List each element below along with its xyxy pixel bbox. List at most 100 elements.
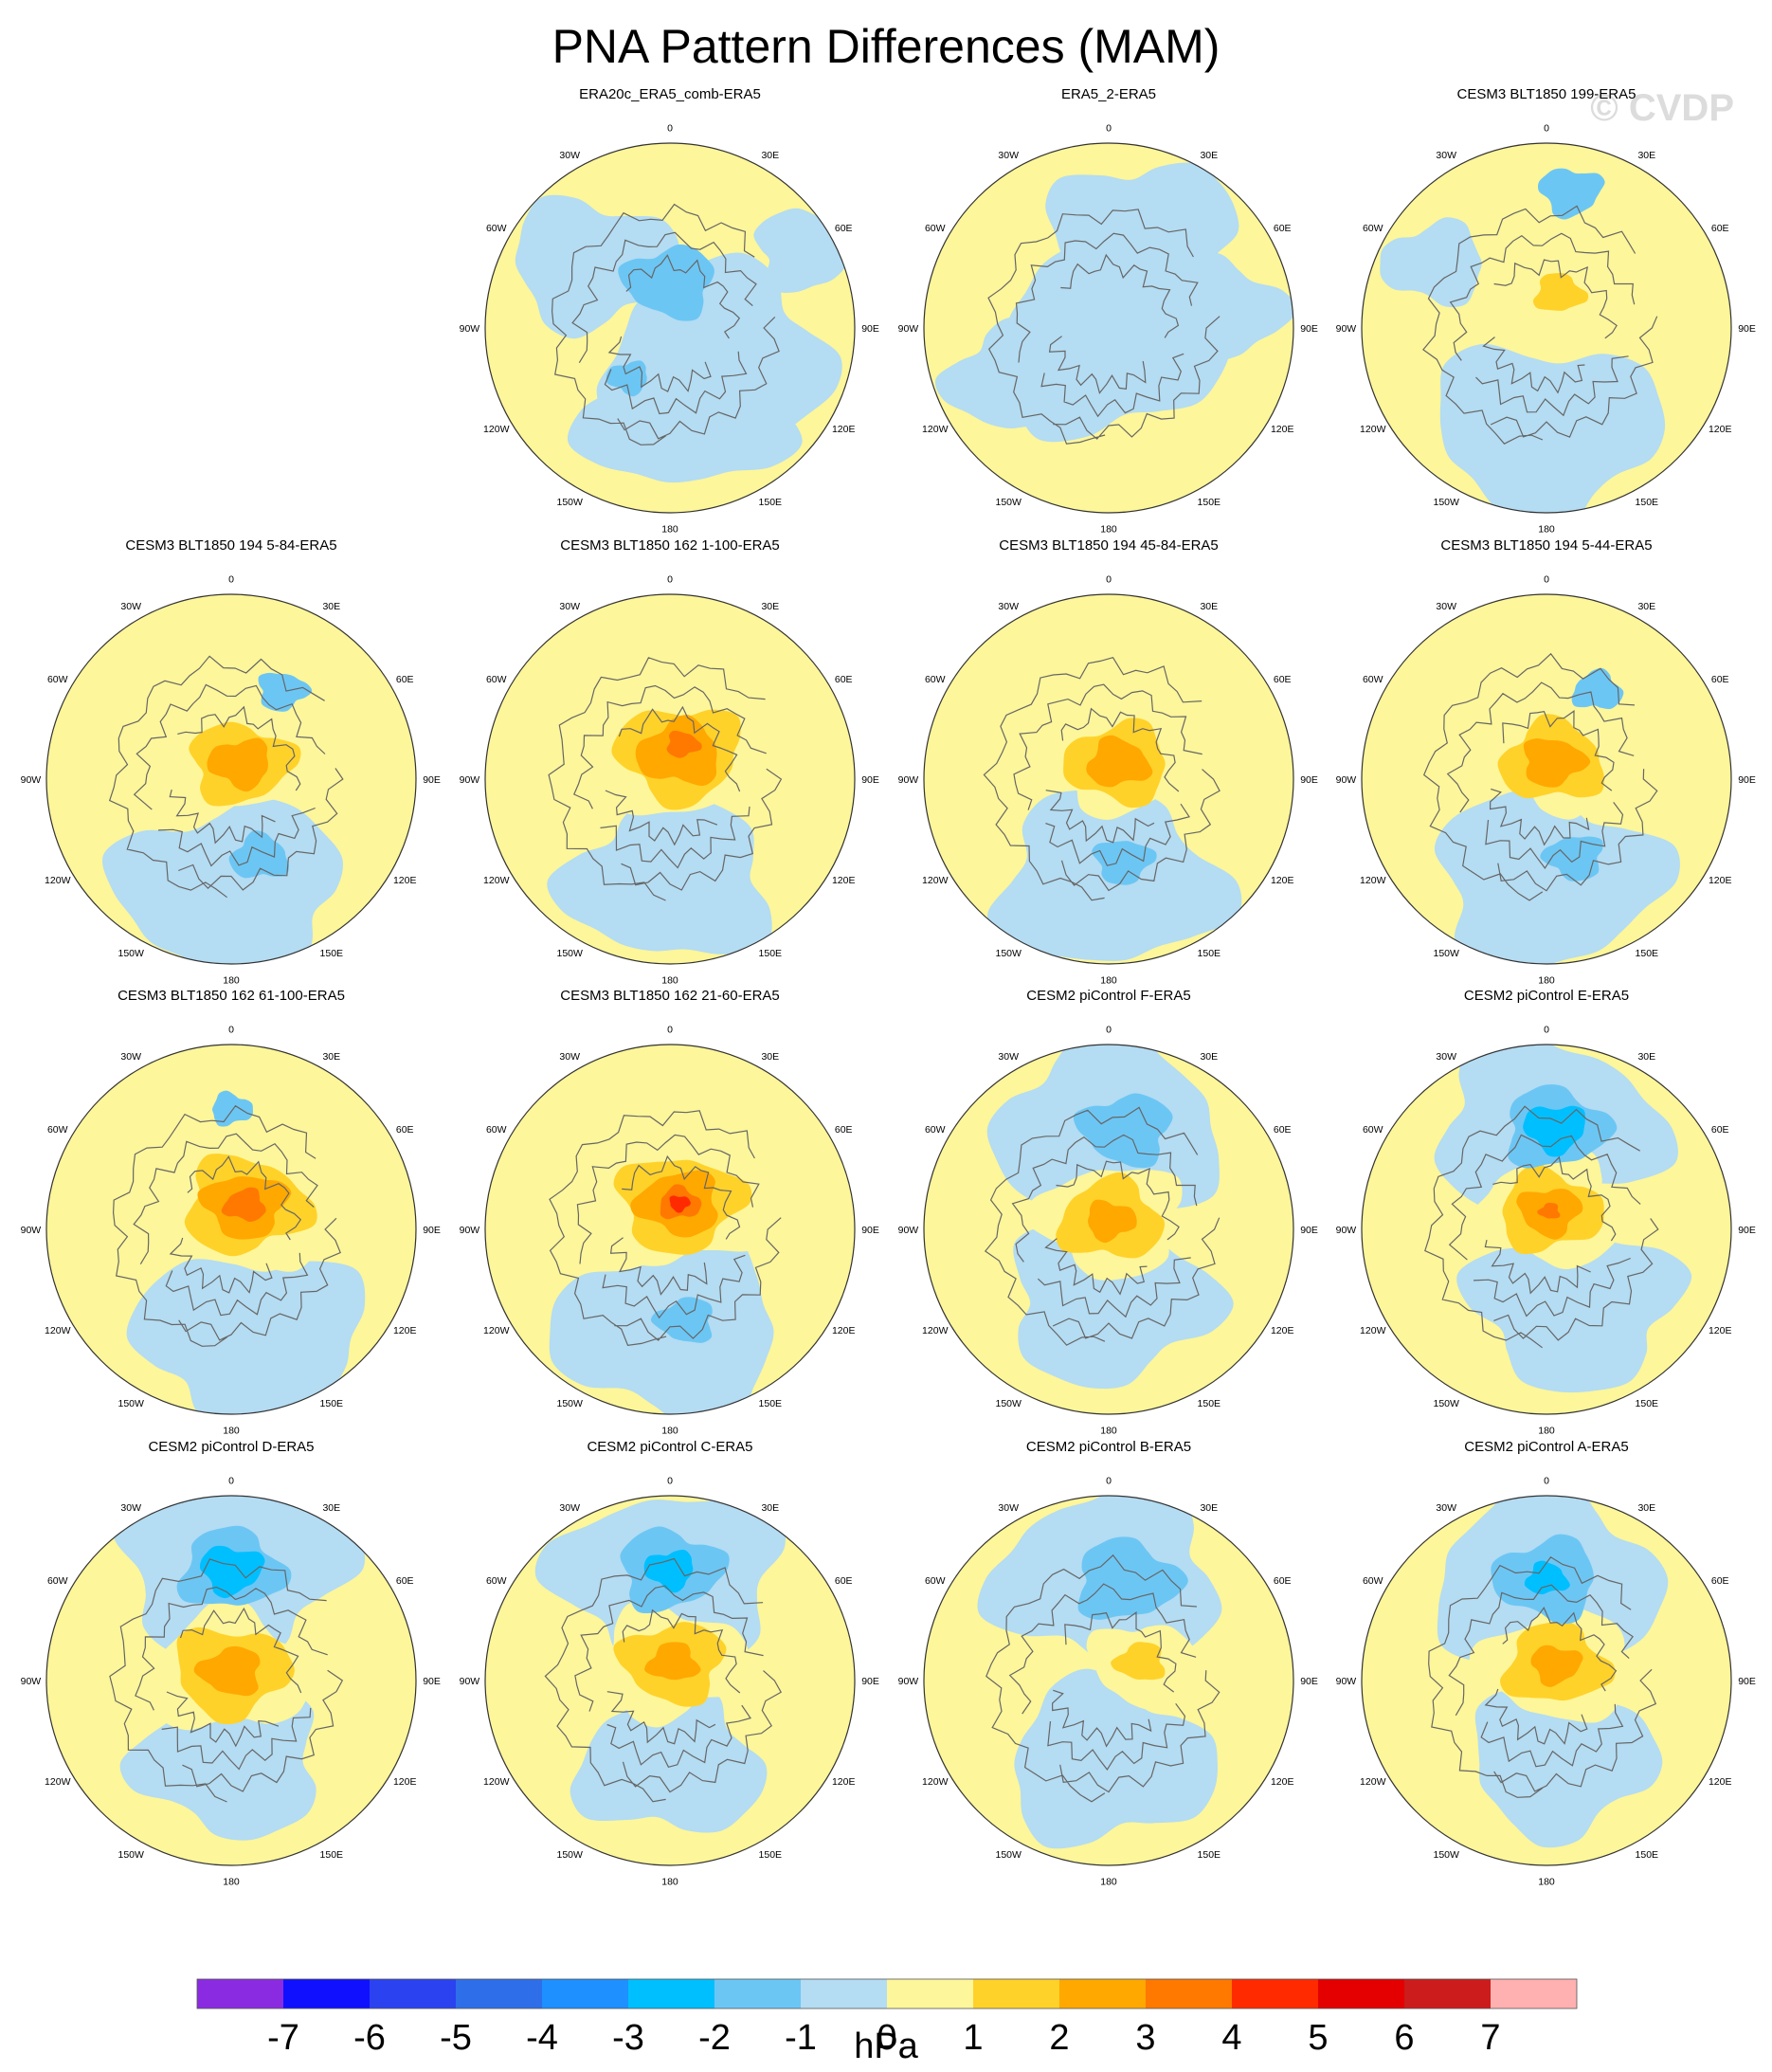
contour-region <box>1088 1199 1137 1244</box>
panel-title: CESM3 BLT1850 162 21-60-ERA5 <box>560 988 780 1004</box>
longitude-label: 120W <box>922 1776 949 1788</box>
longitude-label: 120W <box>1360 1325 1386 1336</box>
map-border <box>484 142 856 514</box>
panel-title: ERA5_2-ERA5 <box>1061 86 1156 102</box>
longitude-label: 60W <box>47 1124 68 1136</box>
contour-region <box>126 1259 366 1414</box>
longitude-label: 180 <box>1538 1426 1555 1437</box>
longitude-label: 180 <box>223 975 240 987</box>
map-border <box>1361 142 1732 514</box>
longitude-label: 30W <box>1436 601 1456 612</box>
coastline <box>987 209 1221 445</box>
contour-region <box>1073 1093 1173 1169</box>
contour-field <box>46 1045 416 1414</box>
longitude-label: 0 <box>1106 122 1112 134</box>
contour-field <box>924 1045 1293 1414</box>
contour-region <box>1540 836 1603 882</box>
map-panel: CESM2 piControl F-ERA5 180 150E 120E 90E 60E 3… <box>898 988 1318 1437</box>
contour-region <box>221 1187 266 1222</box>
contour-field <box>924 1496 1293 1865</box>
longitude-label: 120E <box>1271 875 1294 886</box>
longitude-label: 30E <box>1200 150 1218 161</box>
longitude-label: 90E <box>861 323 879 335</box>
longitude-label: 180 <box>661 1426 678 1437</box>
longitude-label: 90E <box>1300 1676 1318 1687</box>
longitude-label: 150E <box>320 948 344 959</box>
contour-region <box>199 1545 265 1599</box>
longitude-label: 120E <box>393 1776 417 1788</box>
longitude-label: 30E <box>322 1051 340 1063</box>
longitude-label: 150E <box>1636 1849 1659 1861</box>
contour-field <box>1362 143 1731 513</box>
longitude-label: 30W <box>998 150 1019 161</box>
coastline <box>549 1110 782 1346</box>
longitude-label: 120E <box>393 875 417 886</box>
longitude-label: 60W <box>1363 1575 1383 1587</box>
longitude-label: 30E <box>1637 150 1655 161</box>
map-border <box>484 1044 856 1415</box>
map-panel: CESM3 BLT1850 194 45-84-ERA5 180 150E 120E 9… <box>898 537 1318 987</box>
longitude-label: 120E <box>393 1325 417 1336</box>
coastline <box>985 1554 1221 1803</box>
coastline <box>984 1106 1221 1346</box>
contour-region <box>258 672 313 712</box>
contour-region <box>211 1090 253 1127</box>
map-panel: CESM3 BLT1850 194 5-84-ERA5 180 150E 120E 90… <box>21 537 441 987</box>
longitude-label: 150W <box>1433 1849 1459 1861</box>
panel-title: CESM2 piControl C-ERA5 <box>587 1439 752 1455</box>
contour-region <box>618 244 714 321</box>
longitude-label: 180 <box>1100 1426 1117 1437</box>
contour-region <box>1092 841 1157 885</box>
longitude-label: 90W <box>898 1676 919 1687</box>
longitude-label: 60E <box>1274 1575 1292 1587</box>
map-border <box>923 1044 1294 1415</box>
coastline <box>1424 1105 1659 1349</box>
longitude-label: 60W <box>1363 674 1383 685</box>
panel-title: CESM2 piControl E-ERA5 <box>1464 988 1629 1004</box>
contour-region <box>567 324 803 483</box>
longitude-label: 90E <box>423 1225 441 1236</box>
coastline <box>112 1104 341 1347</box>
longitude-label: 0 <box>667 122 673 134</box>
longitude-label: 90E <box>1738 323 1756 335</box>
map-panel: CESM2 piControl C-ERA5 180 150E 120E 90E 60E 3… <box>460 1439 879 1888</box>
map-panel: CESM2 piControl E-ERA5 180 150E 120E 90E 60E 3… <box>1336 988 1756 1437</box>
coastline <box>109 1558 344 1803</box>
longitude-label: 120E <box>832 875 856 886</box>
longitude-label: 30E <box>761 601 779 612</box>
panel-title: CESM2 piControl F-ERA5 <box>1026 988 1190 1004</box>
longitude-label: 180 <box>223 1426 240 1437</box>
contour-region <box>1014 1668 1218 1849</box>
contour-region <box>606 360 647 397</box>
longitude-label: 90E <box>1738 1225 1756 1236</box>
longitude-label: 180 <box>1538 975 1555 987</box>
contour-region <box>1380 217 1482 308</box>
longitude-label: 60W <box>486 674 507 685</box>
contour-region <box>1013 1224 1234 1390</box>
longitude-label: 0 <box>1106 1024 1112 1035</box>
contour-field <box>46 594 416 964</box>
longitude-label: 30W <box>1436 1502 1456 1514</box>
longitude-label: 150W <box>995 1849 1022 1861</box>
contour-region <box>669 1195 691 1213</box>
longitude-label: 0 <box>228 1024 234 1035</box>
longitude-label: 90E <box>1300 323 1318 335</box>
longitude-label: 30E <box>1637 601 1655 612</box>
contour-region <box>1086 735 1153 788</box>
longitude-label: 60E <box>1711 674 1729 685</box>
contour-region <box>570 1678 768 1833</box>
longitude-label: 120E <box>1709 424 1732 435</box>
longitude-label: 60E <box>1274 1124 1292 1136</box>
longitude-label: 60E <box>835 674 853 685</box>
longitude-label: 30W <box>120 1502 141 1514</box>
longitude-label: 120W <box>483 1325 510 1336</box>
longitude-label: 180 <box>1538 1877 1555 1888</box>
longitude-label: 90E <box>423 1676 441 1687</box>
map-panel: CESM2 piControl B-ERA5 180 150E 120E 90E 60E 3… <box>898 1439 1318 1888</box>
longitude-label: 60E <box>835 223 853 234</box>
longitude-label: 120W <box>45 1325 71 1336</box>
contour-field <box>485 1496 855 1865</box>
map-panel: CESM3 BLT1850 194 5-44-ERA5 180 150E 120E 90… <box>1336 537 1756 987</box>
longitude-label: 60W <box>925 674 946 685</box>
longitude-label: 60W <box>1363 1124 1383 1136</box>
